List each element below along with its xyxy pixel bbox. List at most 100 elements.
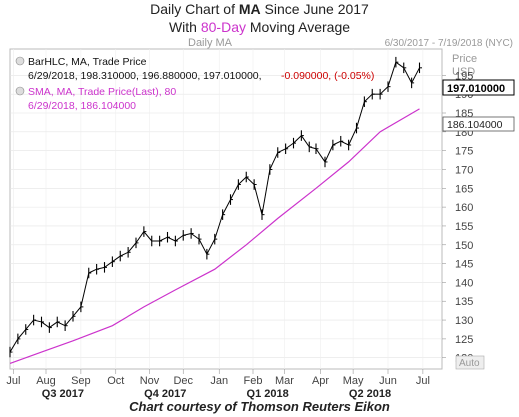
title-text: Moving Average <box>246 19 351 35</box>
price-segment <box>214 214 224 240</box>
price-segment <box>159 236 168 242</box>
x-tick-label: Feb <box>244 375 263 387</box>
price-segment <box>143 231 153 242</box>
price-segment <box>80 272 90 307</box>
y-tick-label: 135 <box>455 296 473 308</box>
price-segment <box>285 142 294 150</box>
price-segment <box>309 146 317 150</box>
x-tick-label: Sep <box>71 375 91 387</box>
price-segment <box>332 140 341 146</box>
x-tick-label: Jun <box>379 375 397 387</box>
price-series <box>9 56 422 358</box>
y-axis: 1201251301351401451501551601651701751801… <box>442 70 473 365</box>
chart-caption: Chart courtesy of Thomson Reuters Eikon <box>129 399 390 414</box>
price-segment <box>49 321 58 328</box>
legend-sma-series: SMA, MA, Trade Price(Last), 80 <box>28 86 176 98</box>
title-line-2: With 80-Day Moving Average <box>0 18 519 36</box>
x-tick-label: Oct <box>107 375 124 387</box>
sma-price-value: 186.104000 <box>447 119 503 131</box>
y-tick-label: 140 <box>455 277 473 289</box>
price-segment <box>395 61 405 69</box>
grid <box>10 49 442 369</box>
x-tick-label: Mar <box>275 375 294 387</box>
price-segment <box>324 144 334 163</box>
y-tick-label: 125 <box>455 334 473 346</box>
y-tick-label: 175 <box>455 146 473 158</box>
price-segment <box>300 135 310 148</box>
price-segment <box>167 236 176 242</box>
x-tick-label: Jan <box>210 375 228 387</box>
price-segment <box>183 232 192 236</box>
y-tick-label: 195 <box>455 70 473 82</box>
price-segment <box>253 184 263 215</box>
y-tick-label: 155 <box>455 221 473 233</box>
price-segment <box>135 231 145 244</box>
legend: BarHLC, MA, Trade Price 6/29/2018, 198.3… <box>15 56 374 112</box>
x-axis: Jul Aug Sep Oct Nov Dec Jan Feb Mar Apr May Jun Jul Q… <box>6 369 430 400</box>
title-text: Daily Chart of <box>150 1 239 17</box>
current-price-box <box>442 79 515 96</box>
x-tick-label: Aug <box>36 375 56 387</box>
price-axis-label: Price <box>452 53 477 65</box>
current-price-value: 197.010000 <box>447 83 505 95</box>
price-segment <box>261 169 271 215</box>
price-segment <box>411 67 420 84</box>
price-segment <box>403 67 413 84</box>
page-title: Daily Chart of MA Since June 2017 With 8… <box>0 0 519 36</box>
price-segment <box>222 199 231 215</box>
price-segment <box>33 319 42 323</box>
x-tick-label: Jul <box>416 375 430 387</box>
price-segment <box>379 86 389 95</box>
quarter-label: Q3 2017 <box>42 388 84 400</box>
price-segment <box>340 140 349 146</box>
y-tick-label: 160 <box>455 202 473 214</box>
price-segment <box>387 62 397 87</box>
sma-price-box <box>442 116 515 132</box>
price-segment <box>57 321 66 327</box>
price-segment <box>348 127 357 146</box>
price-segment <box>238 176 247 185</box>
price-segment <box>364 93 373 103</box>
price-segment <box>198 238 208 255</box>
auto-scale-label: Auto <box>459 358 480 369</box>
quarter-label: Q1 2018 <box>247 388 289 400</box>
x-tick-label: May <box>343 375 364 387</box>
chart-header-label: Daily MA <box>188 37 233 49</box>
price-segment <box>41 321 50 328</box>
price-segment <box>293 135 302 144</box>
price-segment <box>206 238 216 255</box>
price-segment <box>269 152 279 170</box>
legend-sma-values: 6/29/2018, 186.104000 <box>28 100 136 112</box>
y-tick-label: 130 <box>455 315 473 327</box>
price-segment <box>230 184 239 200</box>
y-tick-label: 145 <box>455 259 473 271</box>
legend-bar-icon[interactable] <box>15 56 25 66</box>
quarter-label: Q4 2017 <box>144 388 186 400</box>
price-segment <box>104 261 113 268</box>
price-segment <box>175 234 184 242</box>
price-segment <box>25 319 35 330</box>
price-segment <box>356 101 365 129</box>
price-axis-unit: USD <box>452 66 475 78</box>
price-segment <box>72 306 82 317</box>
sma-price-tag: 186.104000 <box>442 116 515 132</box>
price-segment <box>277 148 286 153</box>
auto-scale-button[interactable] <box>455 355 485 370</box>
y-tick-label: 150 <box>455 240 473 252</box>
legend-bar-change: -0.090000, (-0.05%) <box>281 70 374 82</box>
x-tick-label: Dec <box>173 375 193 387</box>
price-segment <box>112 255 121 263</box>
y-tick-label: 165 <box>455 183 473 195</box>
current-price-tag: 197.010000 <box>442 79 515 96</box>
price-segment <box>88 268 97 274</box>
sma-series-line <box>9 108 420 364</box>
chart-date-range: 6/30/2017 - 7/19/2018 (NYC) <box>385 38 513 49</box>
title-line-1: Daily Chart of MA Since June 2017 <box>0 0 519 18</box>
price-segment <box>315 148 326 163</box>
x-tick-label: Apr <box>312 375 329 387</box>
legend-sma-icon[interactable] <box>15 86 25 96</box>
title-highlight: 80-Day <box>200 19 246 35</box>
legend-bar-series: BarHLC, MA, Trade Price <box>28 56 147 68</box>
price-segment <box>96 266 105 270</box>
